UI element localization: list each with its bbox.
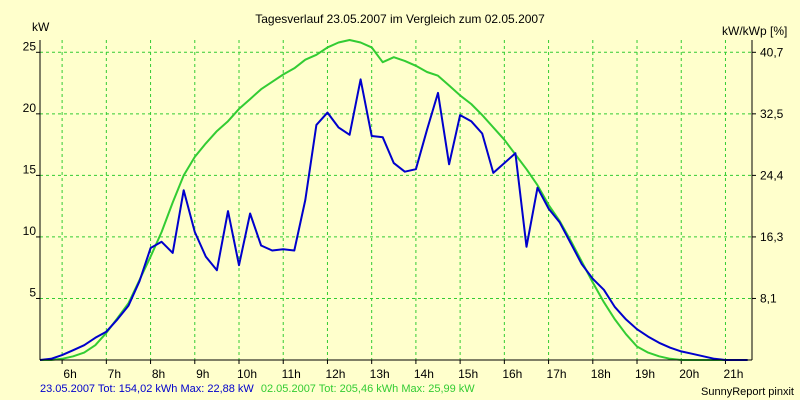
x-tick-labels: 6h 7h 8h 9h 10h 11h 12h 13h 14h 15h 16h 17h 18h 19h 20… <box>63 367 743 381</box>
x-tick-label: 16h <box>502 367 522 381</box>
x-tick-label: 9h <box>196 367 209 381</box>
grid <box>36 40 756 364</box>
footer-legend: 23.05.2007 Tot: 154,02 kWh Max: 22,88 kW… <box>40 383 475 395</box>
series-group <box>39 39 748 361</box>
right-axis-unit: kW/kWp [%] <box>722 24 787 38</box>
legend-02-05-2007: 02.05.2007 Tot: 205,46 kWh Max: 25,99 kW <box>261 383 475 395</box>
x-tick-label: 15h <box>458 367 478 381</box>
series-line-23-05-2007 <box>39 78 748 361</box>
legend-23-05-2007: 23.05.2007 Tot: 154,02 kWh Max: 22,88 kW <box>40 383 254 395</box>
x-tick-label: 11h <box>282 367 301 381</box>
x-tick-label: 7h <box>108 367 121 381</box>
x-tick-label: 14h <box>414 367 434 381</box>
y-tick-label-left: 10 <box>23 224 37 238</box>
x-tick-label: 12h <box>325 367 345 381</box>
left-axis-unit: kW <box>32 20 50 34</box>
y-tick-labels-left: 5 10 15 20 25 <box>23 39 37 299</box>
plot-background <box>40 40 752 360</box>
y-tick-labels-right: 8,1 16,3 24,4 32,5 40,7 <box>760 45 784 305</box>
x-tick-label: 18h <box>591 367 611 381</box>
y-tick-label-left: 15 <box>23 162 37 176</box>
x-tick-label: 20h <box>679 367 699 381</box>
y-tick-label-right: 8,1 <box>760 291 777 305</box>
x-tick-label: 21h <box>723 367 743 381</box>
x-tick-label: 6h <box>63 367 76 381</box>
y-tick-label-left: 25 <box>23 39 37 53</box>
series-line-02-05-2007 <box>40 39 748 361</box>
y-tick-label-right: 16,3 <box>760 230 784 244</box>
y-tick-label-left: 20 <box>23 101 37 115</box>
x-tick-label: 13h <box>370 367 390 381</box>
y-tick-label-left: 5 <box>29 285 36 299</box>
x-tick-label: 8h <box>152 367 165 381</box>
y-tick-label-right: 24,4 <box>760 168 784 182</box>
x-tick-label: 17h <box>547 367 567 381</box>
y-tick-label-right: 32,5 <box>760 107 784 121</box>
x-tick-label: 19h <box>635 367 655 381</box>
chart-title: Tagesverlauf 23.05.2007 im Vergleich zum… <box>255 12 545 26</box>
y-tick-label-right: 40,7 <box>760 45 784 59</box>
x-tick-label: 10h <box>237 367 257 381</box>
footer-credit: SunnyReport pinxit <box>701 386 794 398</box>
